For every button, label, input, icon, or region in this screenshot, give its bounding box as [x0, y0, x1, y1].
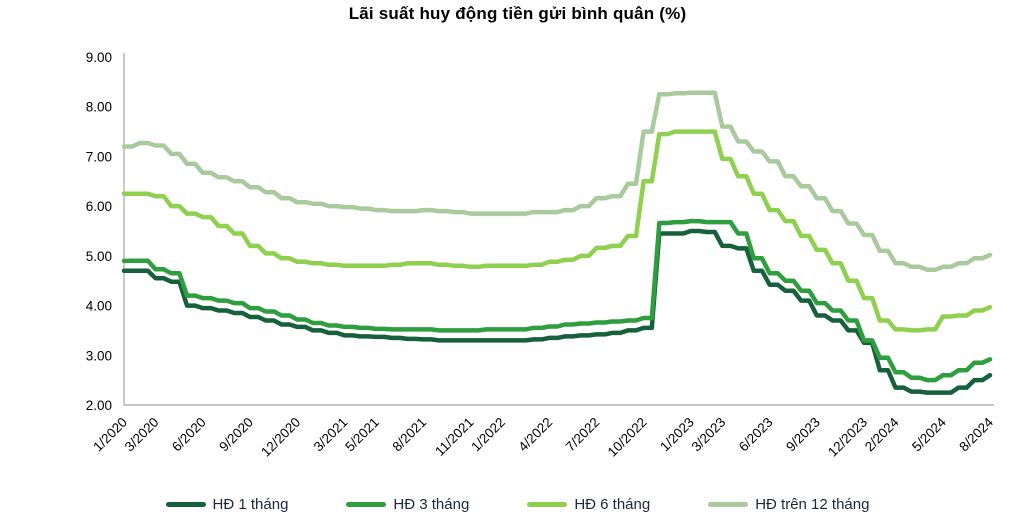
chart-title: Lãi suất huy động tiền gửi bình quân (%) — [348, 4, 687, 23]
x-tick-label: 3/2023 — [689, 415, 729, 455]
x-tick-label: 9/2020 — [216, 415, 256, 455]
x-tick-label: 1/2020 — [90, 415, 130, 455]
series-line-0 — [121, 228, 993, 395]
x-tick-label: 5/2021 — [342, 415, 382, 455]
x-tick-label: 12/2020 — [258, 415, 303, 460]
legend-item-3: HĐ trên 12 tháng — [708, 496, 869, 513]
x-tick-label: 12/2023 — [825, 415, 870, 460]
y-tick-label: 7.00 — [86, 149, 112, 164]
chart-legend: HĐ 1 tháng HĐ 3 tháng HĐ 6 tháng HĐ trên 12… — [0, 496, 1035, 513]
x-tick-label: 3/2020 — [122, 415, 162, 455]
legend-marker-icon — [708, 502, 749, 507]
x-tick-label: 1/2022 — [468, 415, 508, 455]
x-tick-label: 3/2021 — [311, 415, 351, 455]
x-tick-label: 11/2021 — [432, 415, 476, 459]
series-line-1 — [121, 218, 993, 383]
y-tick-label: 6.00 — [86, 199, 112, 214]
legend-label: HĐ 6 tháng — [574, 496, 651, 513]
x-tick-label: 6/2020 — [169, 415, 209, 455]
y-tick-label: 5.00 — [86, 249, 112, 264]
legend-label: HĐ 3 tháng — [393, 496, 470, 513]
x-tick-label: 6/2023 — [736, 415, 776, 455]
y-tick-label: 8.00 — [86, 100, 112, 115]
y-tick-label: 4.00 — [86, 299, 112, 314]
series-line-2 — [121, 129, 993, 333]
x-tick-label: 7/2022 — [563, 415, 603, 455]
chart-canvas: 9.008.007.006.005.004.003.002.001/20203/… — [86, 50, 997, 460]
x-tick-label: 4/2022 — [515, 415, 555, 455]
y-tick-label: 2.00 — [86, 398, 112, 413]
x-tick-label: 2/2024 — [862, 414, 902, 454]
x-tick-label: 9/2023 — [783, 415, 823, 455]
legend-label: HĐ 1 tháng — [212, 496, 289, 513]
legend-label: HĐ trên 12 tháng — [755, 496, 870, 513]
legend-marker-icon — [165, 502, 206, 507]
legend-item-0: HĐ 1 tháng — [165, 496, 289, 513]
x-tick-label: 8/2024 — [956, 414, 996, 454]
y-tick-label: 3.00 — [86, 348, 112, 363]
x-tick-label: 1/2023 — [657, 415, 697, 455]
legend-marker-icon — [527, 502, 568, 507]
y-tick-label: 9.00 — [86, 50, 112, 65]
legend-item-1: HĐ 3 tháng — [346, 496, 469, 513]
legend-item-2: HĐ 6 tháng — [527, 496, 650, 513]
series-line-3 — [121, 90, 993, 273]
x-tick-label: 8/2021 — [389, 415, 429, 455]
x-tick-label: 5/2024 — [909, 414, 949, 454]
legend-marker-icon — [346, 502, 387, 507]
x-tick-label: 10/2022 — [605, 415, 650, 460]
